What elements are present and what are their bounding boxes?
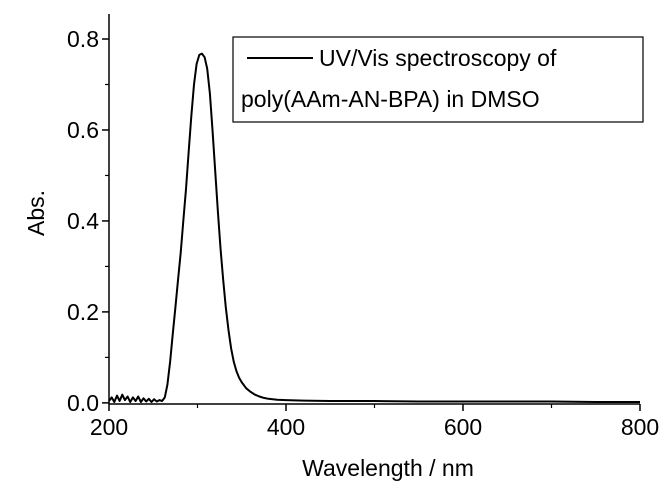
y-tick-label: 0.8 [67, 26, 99, 52]
legend-box [232, 36, 644, 123]
legend-label-line-1: UV/Vis spectroscopy of [319, 45, 557, 71]
legend-label-line-2: poly(AAm-AN-BPA) in DMSO [241, 86, 540, 112]
series-line [108, 52, 640, 403]
y-tick-label: 0.4 [67, 208, 99, 234]
x-axis-title: Wavelength / nm [302, 455, 474, 481]
y-tick-label: 0.0 [67, 390, 99, 416]
x-tick-label: 200 [90, 414, 128, 440]
y-tick-label: 0.6 [67, 117, 99, 143]
y-axis-title: Abs. [23, 190, 49, 236]
y-tick-label: 0.2 [67, 299, 99, 325]
x-tick-label: 800 [621, 414, 659, 440]
x-tick-label: 600 [444, 414, 482, 440]
x-tick-label: 400 [267, 414, 305, 440]
